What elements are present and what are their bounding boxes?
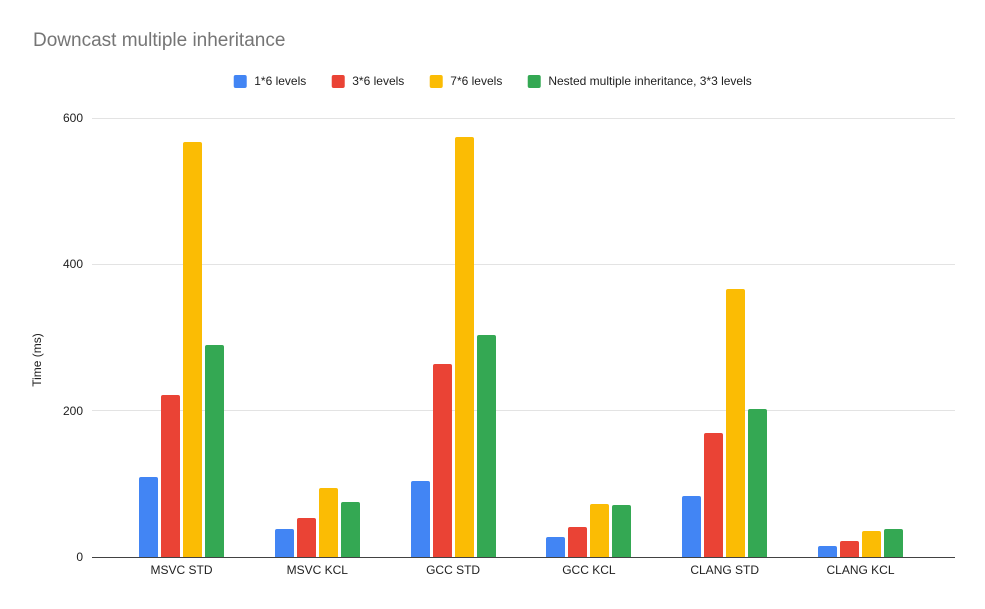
legend-label: 7*6 levels bbox=[450, 74, 503, 88]
x-axis-label-msvc-std: MSVC STD bbox=[150, 563, 213, 577]
x-axis-label-gcc-kcl: GCC KCL bbox=[562, 563, 616, 577]
legend-item-3: Nested multiple inheritance, 3*3 levels bbox=[527, 74, 752, 88]
bar-msvc-std-7*6 bbox=[183, 142, 202, 557]
bar-gcc-std-1*6 bbox=[410, 481, 430, 557]
bar-msvc-std-1*6 bbox=[139, 477, 158, 557]
bar-group-msvc-std bbox=[139, 118, 224, 557]
legend-label: 3*6 levels bbox=[352, 74, 405, 88]
bar-gcc-kcl-1*6 bbox=[546, 537, 566, 557]
legend-swatch-icon bbox=[233, 74, 247, 88]
legend-swatch-icon bbox=[429, 74, 443, 88]
bar-gcc-std-3*6 bbox=[432, 364, 452, 557]
x-axis-label-clang-kcl: CLANG KCL bbox=[826, 563, 895, 577]
gridline-600 bbox=[92, 117, 955, 119]
legend-swatch-icon bbox=[331, 74, 345, 88]
bar-clang-std-1*6 bbox=[682, 496, 702, 557]
chart-title: Downcast multiple inheritance bbox=[33, 30, 286, 51]
y-tick-label-600: 600 bbox=[62, 111, 83, 125]
bar-group-msvc-kcl bbox=[274, 118, 360, 557]
bar-group-clang-kcl bbox=[818, 118, 903, 557]
bar-clang-kcl-3*6 bbox=[840, 541, 859, 557]
bar-msvc-kcl-1*6 bbox=[274, 529, 294, 557]
bar-group-clang-std bbox=[682, 118, 768, 557]
y-tick-label-200: 200 bbox=[62, 403, 83, 418]
gridline-200 bbox=[92, 410, 955, 412]
bar-clang-std-nested bbox=[748, 409, 768, 557]
legend-swatch-icon bbox=[527, 74, 541, 88]
legend: 1*6 levels 3*6 levels 7*6 levels Nested mul… bbox=[233, 74, 752, 88]
bar-msvc-std-3*6 bbox=[161, 395, 180, 557]
bar-msvc-kcl-3*6 bbox=[296, 518, 316, 557]
bar-clang-kcl-nested bbox=[884, 529, 903, 557]
x-axis-label-msvc-kcl: MSVC KCL bbox=[286, 563, 348, 577]
bar-gcc-std-7*6 bbox=[454, 137, 474, 557]
legend-item-2: 7*6 levels bbox=[429, 74, 502, 88]
y-axis-title: Time (ms) bbox=[30, 333, 44, 387]
y-tick-label-400: 400 bbox=[62, 257, 83, 272]
legend-item-0: 1*6 levels bbox=[233, 74, 306, 88]
x-axis-baseline bbox=[92, 556, 955, 558]
legend-label: Nested multiple inheritance, 3*3 levels bbox=[548, 74, 752, 88]
bar-clang-std-7*6 bbox=[726, 289, 746, 557]
bar-msvc-std-nested bbox=[205, 345, 224, 557]
bar-gcc-std-nested bbox=[476, 335, 496, 557]
bar-group-gcc-kcl bbox=[546, 118, 632, 557]
bar-gcc-kcl-7*6 bbox=[590, 504, 610, 557]
bar-msvc-kcl-nested bbox=[340, 502, 360, 557]
y-tick-label-0: 0 bbox=[76, 550, 83, 564]
legend-label: 1*6 levels bbox=[254, 74, 307, 88]
bar-clang-std-3*6 bbox=[704, 433, 724, 557]
bar-gcc-kcl-nested bbox=[612, 505, 632, 557]
gridline-400 bbox=[92, 263, 955, 265]
bar-msvc-kcl-7*6 bbox=[318, 488, 338, 557]
x-axis-label-gcc-std: GCC STD bbox=[426, 563, 481, 577]
bar-group-gcc-std bbox=[410, 118, 496, 557]
legend-item-1: 3*6 levels bbox=[331, 74, 404, 88]
bar-gcc-kcl-3*6 bbox=[568, 527, 588, 557]
x-axis-label-clang-std: CLANG STD bbox=[690, 563, 760, 577]
bar-clang-kcl-7*6 bbox=[862, 531, 881, 557]
bar-clang-kcl-1*6 bbox=[818, 546, 837, 557]
